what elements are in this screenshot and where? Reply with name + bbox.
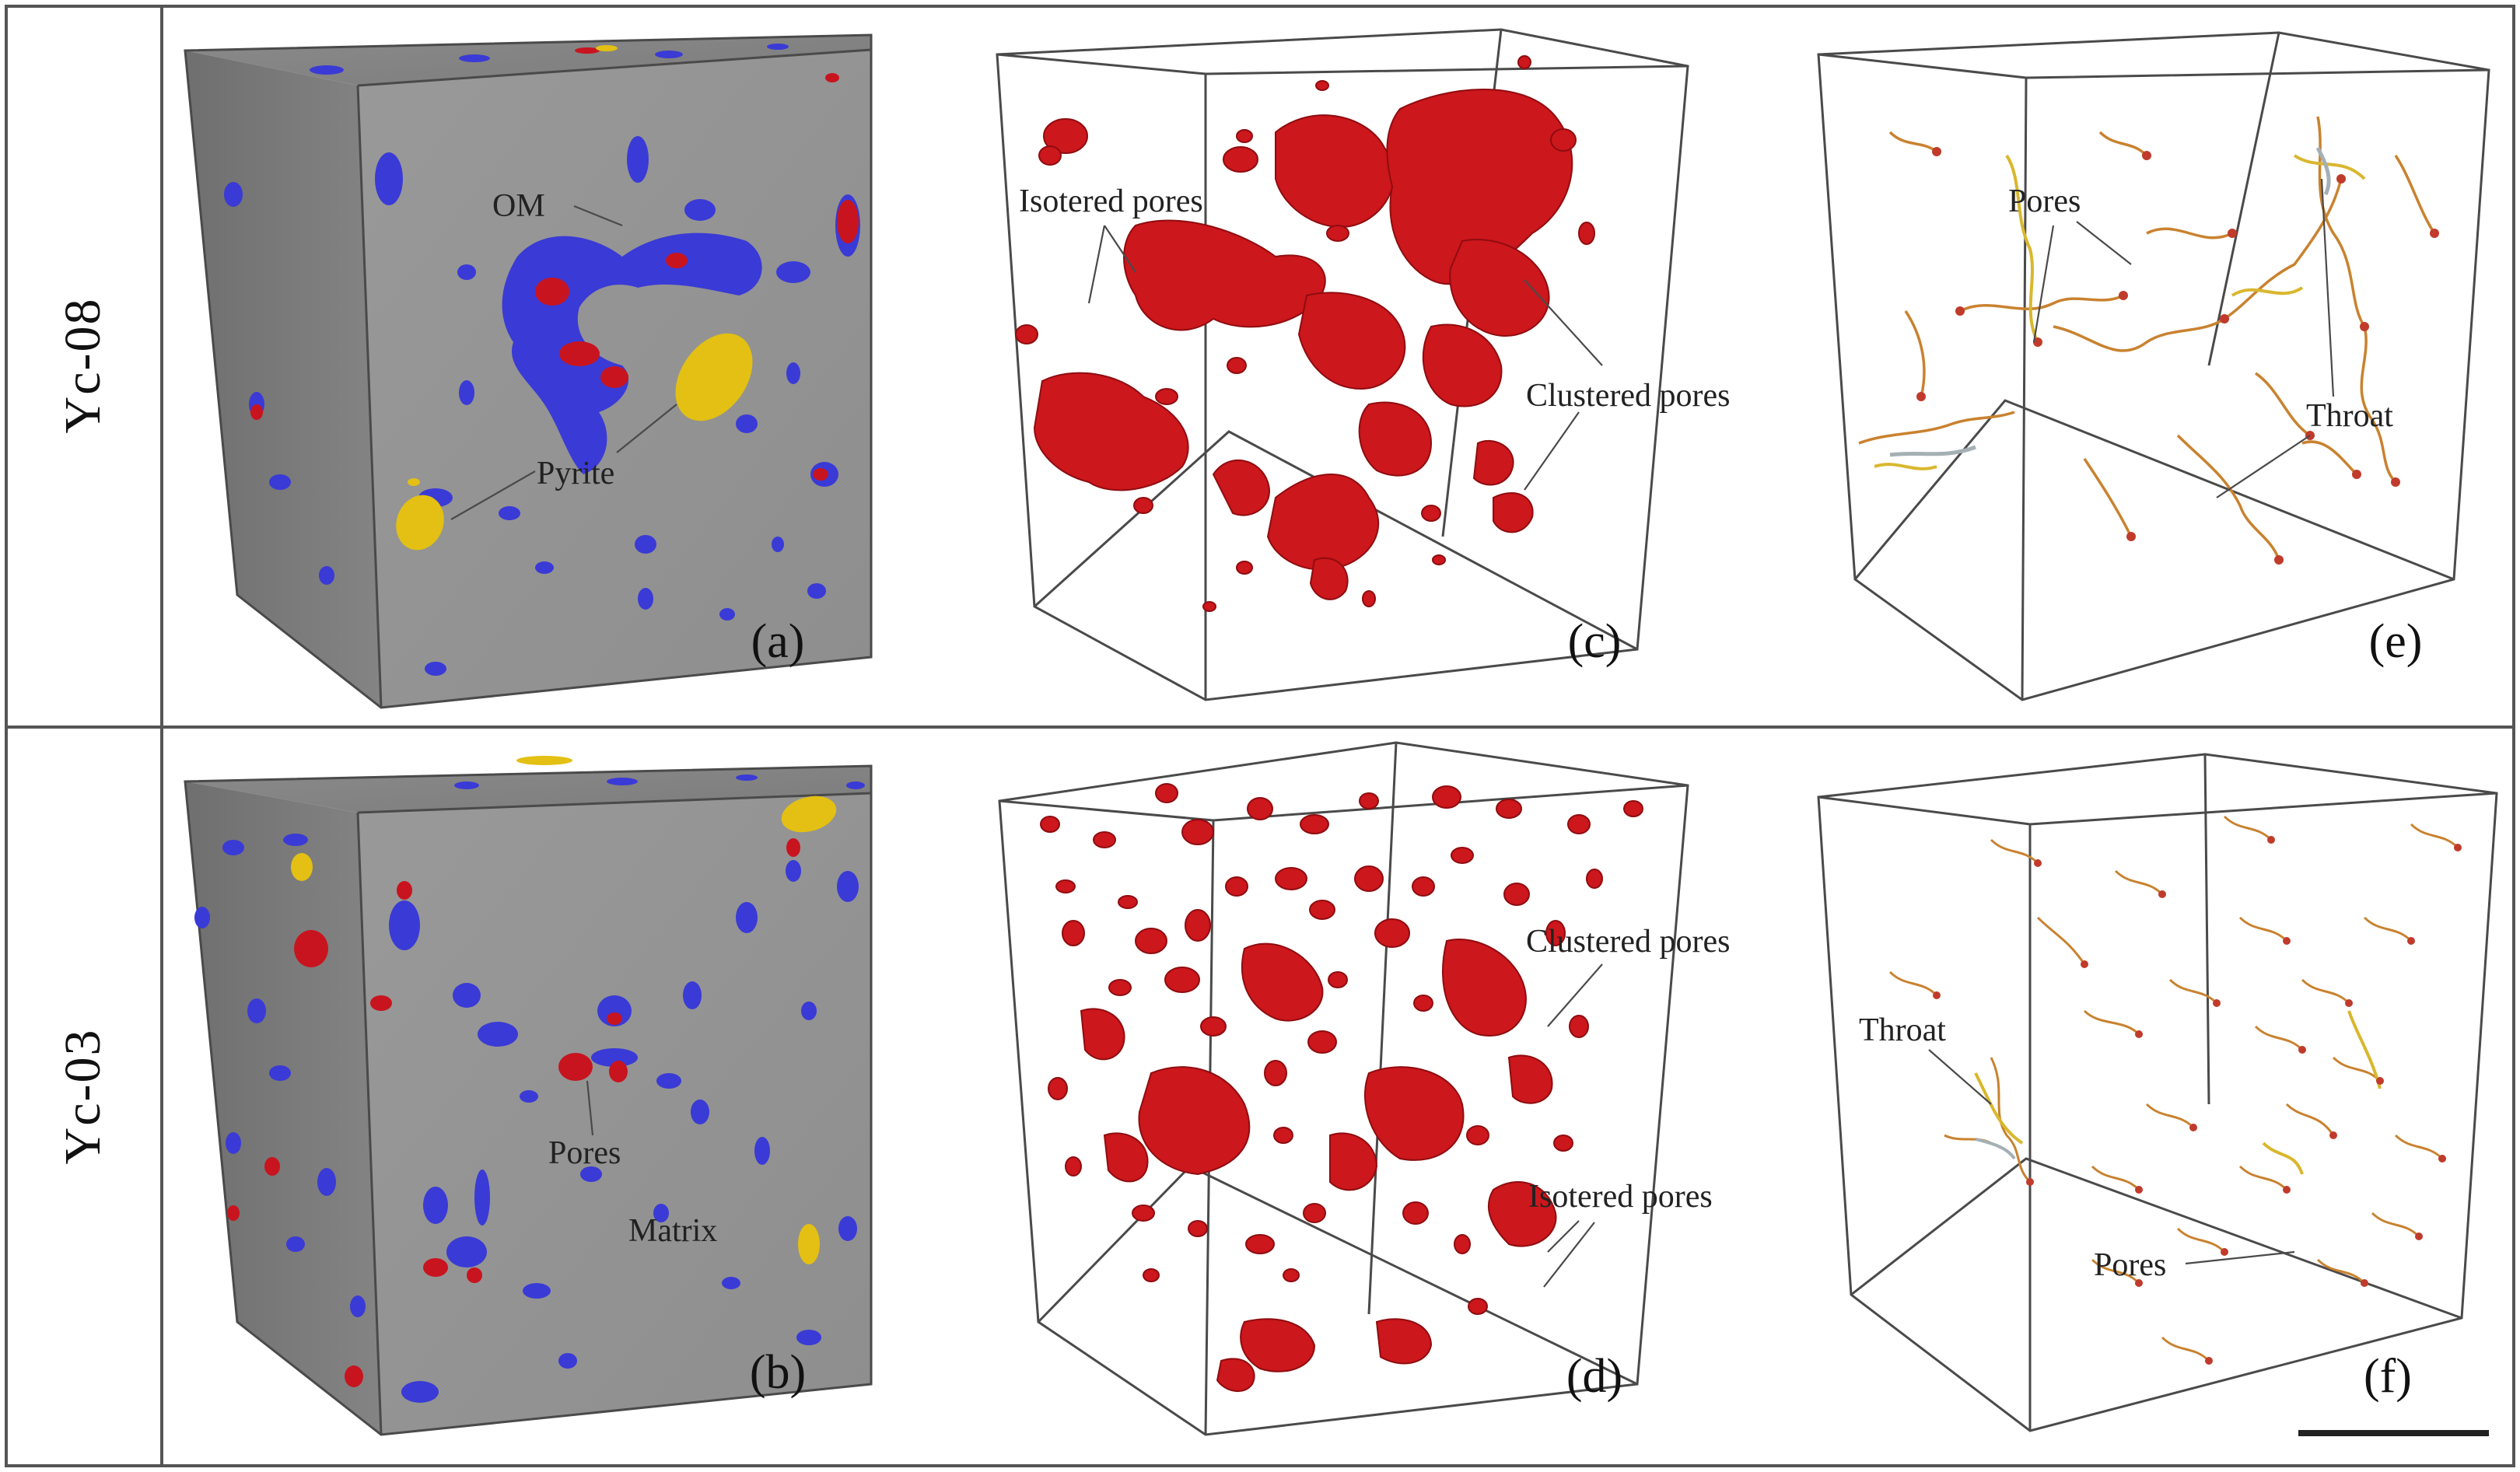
leader-pores-e-2 bbox=[2032, 225, 2055, 343]
network-throats-grey bbox=[1889, 146, 2331, 457]
panel-e-frame bbox=[1817, 31, 2490, 701]
panel-e-pore-network: Pores Throat (e) bbox=[1817, 31, 2490, 701]
panel-b-annotations: Pores Matrix bbox=[548, 1080, 717, 1249]
panel-c-annotations: Isotered pores Clustered pores bbox=[1019, 184, 1730, 491]
annotation-pores-b: Pores bbox=[548, 1135, 621, 1171]
panel-letter-c: (c) bbox=[1568, 615, 1622, 668]
leader-throat-f bbox=[1928, 1049, 1992, 1105]
pore-clusters-d bbox=[1040, 783, 1643, 1392]
row-label-top: Yc-08 bbox=[54, 298, 111, 434]
network-throats-grey-f bbox=[1975, 1138, 2016, 1160]
panel-c-pore-render: Isotered pores Clustered pores (c) bbox=[996, 28, 1730, 701]
network-nodes-f bbox=[1933, 836, 2462, 1365]
annotation-isolated-pores-d: Isotered pores bbox=[1528, 1179, 1713, 1215]
leader-throat-e-1 bbox=[2320, 178, 2335, 397]
leader-om bbox=[573, 205, 623, 227]
panel-f-frame bbox=[1817, 753, 2498, 1432]
row-label-bottom: Yc-03 bbox=[54, 1029, 111, 1165]
annotation-pores-e: Pores bbox=[2008, 184, 2081, 219]
annotation-throat-f: Throat bbox=[1859, 1012, 1946, 1048]
panel-letter-d: (d) bbox=[1566, 1350, 1622, 1403]
panel-letter-f: (f) bbox=[2364, 1350, 2412, 1403]
annotation-pyrite: Pyrite bbox=[537, 456, 614, 491]
pore-clusters bbox=[1015, 55, 1595, 612]
panel-a-segmented-cube: OM Pyrite (a) bbox=[184, 33, 873, 709]
annotation-pores-f: Pores bbox=[2094, 1247, 2166, 1283]
panel-f-annotations: Throat Pores bbox=[1859, 1012, 2295, 1283]
panel-e-annotations: Pores Throat bbox=[2008, 178, 2393, 498]
annotation-clustered-pores: Clustered pores bbox=[1526, 378, 1730, 414]
panel-letter-e: (e) bbox=[2369, 615, 2423, 668]
leader-pores-e-1 bbox=[2076, 221, 2132, 265]
pore-phase-b bbox=[227, 838, 800, 1387]
leader-isolated-d-1 bbox=[1547, 1220, 1580, 1253]
annotation-om: OM bbox=[492, 188, 545, 224]
leader-throat-e-2 bbox=[2216, 435, 2311, 498]
leader-pyrite-1 bbox=[616, 404, 677, 453]
pore-phase bbox=[250, 47, 859, 481]
annotation-clustered-pores-d: Clustered pores bbox=[1526, 924, 1730, 960]
panel-letter-a: (a) bbox=[751, 615, 805, 668]
organic-matter-phase-b bbox=[194, 774, 865, 1403]
leader-isolated-1 bbox=[1087, 225, 1106, 304]
leader-pores-f bbox=[2185, 1250, 2295, 1265]
leader-clustered-2 bbox=[1524, 411, 1580, 491]
panel-d-annotations: Clustered pores Isotered pores bbox=[1526, 924, 1730, 1288]
panel-b-segmented-cube: Pores Matrix (b) bbox=[184, 756, 873, 1436]
leader-pores-b bbox=[586, 1080, 594, 1136]
panel-f-pore-network: Throat Pores (f) bbox=[1817, 753, 2498, 1436]
panel-a-annotations: OM Pyrite bbox=[450, 188, 677, 520]
network-nodes bbox=[1916, 147, 2439, 565]
annotation-throat-e: Throat bbox=[2306, 398, 2393, 434]
network-throats-yellow-f bbox=[1974, 1010, 2382, 1175]
annotation-isolated-pores: Isotered pores bbox=[1019, 184, 1203, 219]
network-throats-f bbox=[1888, 815, 2459, 1362]
panel-letter-b: (b) bbox=[750, 1346, 806, 1399]
leader-clustered-1 bbox=[1524, 279, 1603, 366]
leader-clustered-d bbox=[1547, 963, 1603, 1027]
leader-isolated-d-2 bbox=[1543, 1222, 1595, 1288]
network-throats bbox=[1858, 116, 2436, 561]
panel-d-pore-render: Clustered pores Isotered pores (d) bbox=[998, 741, 1730, 1436]
leader-isolated-2 bbox=[1104, 225, 1136, 273]
pyrite-phase-b bbox=[291, 756, 837, 1264]
network-throats-yellow bbox=[1874, 154, 2366, 470]
annotation-matrix-b: Matrix bbox=[628, 1213, 717, 1249]
figure-frame bbox=[5, 5, 2515, 1467]
leader-pyrite-2 bbox=[450, 470, 536, 520]
pyrite-phase bbox=[396, 45, 753, 551]
